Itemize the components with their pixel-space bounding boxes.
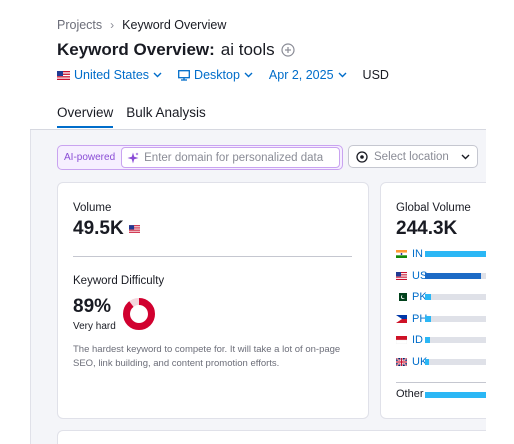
location-select-placeholder: Select location <box>374 150 449 163</box>
country-code: US <box>412 269 428 282</box>
country-dropdown-label: United States <box>74 68 150 82</box>
global-volume-card: Global Volume 244.3K IN US PK PH ID UK Other <box>380 182 486 419</box>
breadcrumb: Projects › Keyword Overview <box>57 18 226 32</box>
tabs-divider <box>30 129 486 130</box>
difficulty-description: The hardest keyword to compete for. It w… <box>73 344 341 369</box>
keyword-overview-page: Projects › Keyword Overview Keyword Over… <box>30 16 486 444</box>
country-bar-track-pk <box>425 294 486 301</box>
flag-id-icon <box>396 336 407 345</box>
device-dropdown[interactable]: Desktop <box>178 68 253 82</box>
add-keyword-icon[interactable] <box>281 43 295 57</box>
filters-bar: United States Desktop Apr 2, 2025 USD <box>57 68 389 82</box>
country-row-uk[interactable]: UK <box>396 356 436 368</box>
volume-difficulty-card: Volume 49.5K Keyword Difficulty 89% Very… <box>57 182 369 419</box>
country-bar-fill-pk <box>425 294 432 301</box>
flag-uk-icon <box>396 358 407 366</box>
country-code: ID <box>412 334 423 347</box>
breadcrumb-separator-icon: › <box>110 18 115 32</box>
tabs: Overview Bulk Analysis <box>57 105 206 128</box>
card-divider <box>73 256 352 257</box>
global-volume-value: 244.3K <box>396 218 458 239</box>
desktop-icon <box>178 69 190 81</box>
country-bar-fill-ph <box>425 315 431 322</box>
other-bar-track <box>425 392 486 398</box>
device-dropdown-label: Desktop <box>194 68 240 82</box>
next-card <box>57 430 486 444</box>
domain-input[interactable] <box>144 151 335 164</box>
page-title: Keyword Overview: <box>57 40 215 59</box>
flag-us-icon <box>57 70 70 80</box>
other-label: Other <box>396 388 424 400</box>
chevron-down-icon <box>461 154 470 160</box>
country-code: UK <box>412 356 428 368</box>
country-row-us[interactable]: US <box>396 270 436 282</box>
chevron-down-icon <box>338 72 347 78</box>
country-row-in[interactable]: IN <box>396 248 436 260</box>
volume-value: 49.5K <box>73 218 124 239</box>
volume-value-row: 49.5K <box>73 218 140 240</box>
country-row-pk[interactable]: PK <box>396 291 436 303</box>
country-code: IN <box>412 248 423 260</box>
breadcrumb-projects-link[interactable]: Projects <box>57 18 103 32</box>
sparkle-icon <box>127 152 139 163</box>
title-keyword: ai tools <box>220 40 275 59</box>
chevron-down-icon <box>153 72 162 78</box>
country-bar-fill-in <box>425 251 486 257</box>
difficulty-level: Very hard <box>73 321 116 332</box>
country-bar-fill-us <box>425 272 481 279</box>
title-row: Keyword Overview: ai tools <box>57 40 295 60</box>
country-bar-track-uk <box>425 359 486 365</box>
global-volume-label: Global Volume <box>396 202 471 214</box>
date-dropdown[interactable]: Apr 2, 2025 <box>269 68 347 82</box>
country-bar-fill-id <box>425 337 430 344</box>
other-divider <box>396 382 486 383</box>
volume-label: Volume <box>73 202 112 214</box>
difficulty-label: Keyword Difficulty <box>73 275 165 287</box>
country-bar-track-in <box>425 251 486 257</box>
flag-us-icon <box>396 271 407 280</box>
ai-input-box <box>121 147 340 168</box>
country-code: PK <box>412 291 427 304</box>
difficulty-donut-arc <box>123 298 155 330</box>
flag-us-icon <box>128 225 140 233</box>
difficulty-donut <box>123 298 155 330</box>
location-pin-icon <box>356 150 368 163</box>
country-row-ph[interactable]: PH <box>396 313 436 325</box>
country-bar-fill-uk <box>425 359 429 365</box>
breadcrumb-current: Keyword Overview <box>122 18 227 32</box>
country-bar-track-us <box>425 272 486 279</box>
tab-bulk-analysis[interactable]: Bulk Analysis <box>126 105 206 120</box>
flag-pk-icon <box>396 293 407 302</box>
country-row-id[interactable]: ID <box>396 334 436 346</box>
chevron-down-icon <box>244 72 253 78</box>
country-code: PH <box>412 312 428 325</box>
country-dropdown[interactable]: United States <box>57 68 162 82</box>
flag-in-icon <box>396 250 407 258</box>
ai-powered-badge: AI-powered <box>64 152 116 163</box>
tab-overview[interactable]: Overview <box>57 105 114 128</box>
country-bar-track-id <box>425 337 486 344</box>
date-dropdown-label: Apr 2, 2025 <box>268 68 334 82</box>
other-bar-fill <box>425 392 486 398</box>
country-bar-track-ph <box>425 315 486 322</box>
ai-domain-bar: AI-powered <box>57 145 343 170</box>
flag-ph-icon <box>396 314 407 323</box>
currency-label: USD <box>362 68 389 82</box>
location-select[interactable]: Select location <box>348 145 478 168</box>
difficulty-value: 89% <box>73 296 112 317</box>
content-left-border <box>30 130 31 444</box>
